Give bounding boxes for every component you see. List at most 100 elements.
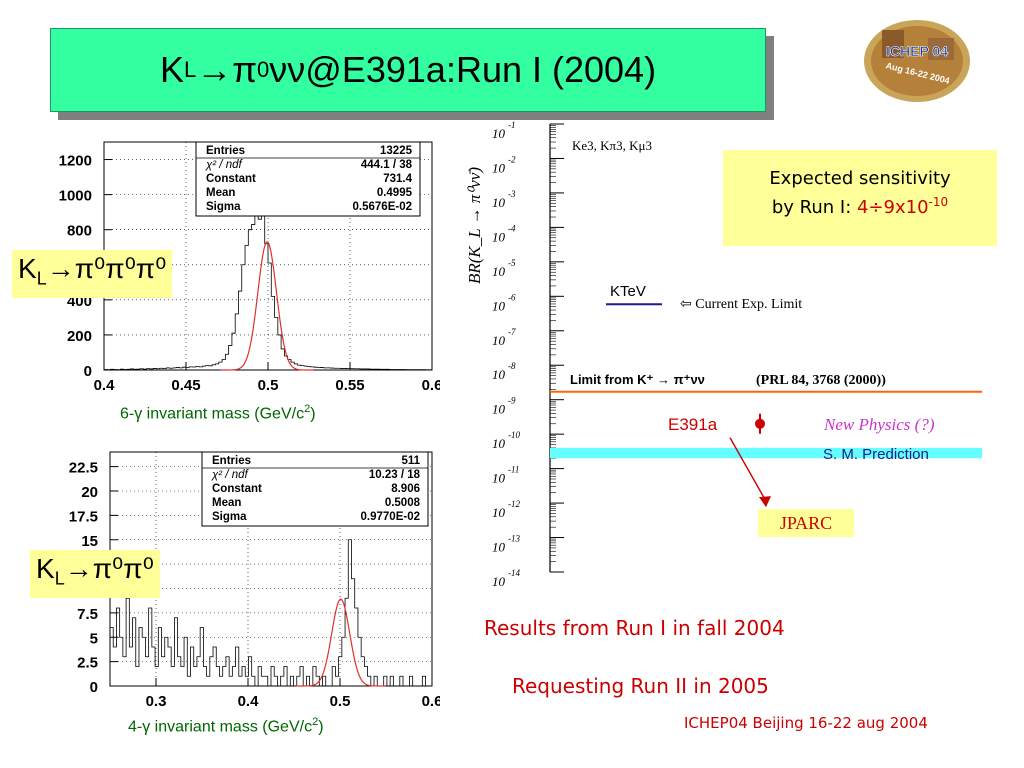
x-tick-label: 0.5 — [258, 377, 279, 394]
stats-value: 8.906 — [391, 483, 420, 495]
y-tick-label-exp: -11 — [508, 465, 519, 475]
jparc-label: JPARC — [780, 513, 832, 533]
y-tick-label-exp: -9 — [508, 396, 516, 406]
stats-label: χ² / ndf — [205, 159, 243, 171]
stats-box — [201, 451, 429, 527]
stats-label: Sigma — [212, 511, 247, 523]
y-tick-label: 5 — [90, 630, 98, 647]
y-tick-label-exp: -1 — [508, 120, 516, 130]
x-tick-label: 0.6 — [422, 693, 440, 710]
histogram-steps — [103, 211, 433, 371]
channel-label-3pi0: KL→π⁰π⁰π⁰ — [12, 250, 173, 298]
xlab2-sup: 2 — [312, 716, 319, 728]
sm-prediction-band — [550, 447, 982, 459]
xlab1-sup: 2 — [304, 403, 311, 415]
stats-label: Entries — [206, 145, 245, 157]
chan1-rest: →π⁰π⁰π⁰ — [46, 253, 167, 284]
xlab2-end: ) — [318, 718, 324, 736]
y-tick-label-base: 10 — [492, 436, 506, 451]
sensitivity-prefix: by Run I: — [771, 197, 857, 218]
stats-value: 0.5676E-02 — [353, 201, 412, 213]
y-tick-label-base: 10 — [492, 367, 506, 382]
footer-text: ICHEP04 Beijing 16-22 aug 2004 — [684, 714, 928, 732]
y-axis-title: BR(K_L → π⁰νν̄) — [465, 167, 484, 284]
kplus-limit-label: Limit from K⁺ → π⁺νν — [570, 372, 705, 387]
xlab1-gamma: γ — [134, 405, 143, 423]
stats-label: Entries — [212, 455, 251, 467]
request-text: Requesting Run II in 2005 — [512, 674, 769, 698]
x-tick-label: 0.6 — [422, 377, 440, 394]
y-tick-label-base: 10 — [492, 264, 506, 279]
title-pi-sup: 0 — [257, 57, 270, 82]
stats-value: 13225 — [380, 145, 413, 157]
y-tick-label-base: 10 — [492, 505, 506, 520]
title-rest: @E391a:Run I (2004) — [305, 49, 657, 90]
y-tick-label-base: 10 — [492, 195, 506, 210]
e391a-label: E391a — [668, 415, 718, 434]
sensitivity-line2: by Run I: 4÷9x10-10 — [723, 195, 997, 218]
results-text: Results from Run I in fall 2004 — [484, 616, 785, 640]
x-tick-label: 0.3 — [146, 693, 167, 710]
histogram-2pi0: 02.557.51012.51517.52022.50.30.40.50.6En… — [69, 451, 440, 710]
title-pi: π — [232, 49, 258, 90]
stats-value: 731.4 — [383, 173, 412, 185]
y-tick-label: 15 — [81, 533, 98, 550]
xlab1-prefix: 6- — [120, 405, 135, 423]
stats-label: Mean — [206, 187, 235, 199]
chan2-k: K — [36, 553, 55, 584]
ktev-label: KTeV — [610, 283, 646, 300]
stats-label: Sigma — [206, 201, 241, 213]
y-tick-label: 1000 — [59, 188, 92, 205]
sensitivity-exponent: -10 — [928, 195, 949, 209]
stats-label: Constant — [212, 483, 262, 495]
y-tick-label-base: 10 — [492, 298, 506, 313]
y-tick-label-base: 10 — [492, 574, 506, 588]
y-tick-label: 7.5 — [77, 606, 98, 623]
kplus-limit-ref: (PRL 84, 3768 (2000)) — [756, 373, 886, 388]
sensitivity-line1: Expected sensitivity — [769, 168, 951, 189]
sensitivity-box: Expected sensitivity by Run I: 4÷9x10-10 — [723, 150, 997, 246]
y-tick-label-base: 10 — [492, 229, 506, 244]
y-tick-label-exp: -12 — [508, 499, 520, 509]
stats-label: Mean — [212, 497, 241, 509]
chan2-sub: L — [54, 568, 65, 589]
x-tick-label: 0.4 — [94, 377, 116, 394]
stats-value: 10.23 / 18 — [369, 469, 421, 481]
jparc-arrow-line — [729, 437, 767, 502]
stats-box — [195, 141, 421, 217]
title-sub: L — [183, 57, 197, 82]
stats-label: χ² / ndf — [211, 469, 249, 481]
stats-value: 0.9770E-02 — [361, 511, 420, 523]
chan2-rest: →π⁰π⁰ — [64, 553, 154, 584]
stats-value: 444.1 / 38 — [361, 159, 413, 171]
jparc-arrow-head — [759, 496, 771, 508]
xlab2-rest: invariant mass (GeV/c — [150, 718, 313, 736]
ke3-label: Ke3, Kπ3, Kμ3 — [572, 138, 652, 153]
y-tick-label: 200 — [67, 328, 92, 345]
x-tick-label: 0.55 — [335, 377, 364, 394]
x-axis-label-4gamma: 4-γ invariant mass (GeV/c2) — [128, 716, 324, 736]
x-tick-label: 0.4 — [238, 693, 260, 710]
current-limit-label: ⇦ Current Exp. Limit — [680, 297, 802, 312]
gaussian-fit-curve — [220, 241, 314, 371]
y-tick-label-exp: -5 — [508, 258, 516, 268]
xlab1-end: ) — [310, 405, 316, 423]
title-nunu: νν — [269, 49, 306, 90]
y-tick-label-base: 10 — [492, 540, 506, 555]
y-tick-label-exp: -6 — [508, 292, 516, 302]
channel-label-2pi0: KL→π⁰π⁰ — [30, 550, 160, 598]
logo-text-1: ICHEP 04 — [886, 43, 948, 59]
stats-value: 511 — [401, 455, 420, 467]
y-tick-label-base: 10 — [492, 126, 506, 141]
title-k: K — [159, 49, 184, 90]
page-title: K L → π 0 νν @E391a:Run I (2004) — [50, 28, 766, 112]
y-tick-label: 1200 — [59, 153, 92, 170]
xlab1-rest: invariant mass (GeV/c — [142, 405, 305, 423]
y-tick-label-exp: -8 — [508, 361, 516, 371]
new-physics-label: New Physics (?) — [823, 415, 935, 434]
histogram-steps — [109, 539, 432, 687]
y-tick-label-exp: -4 — [508, 223, 516, 233]
y-tick-label-exp: -2 — [508, 154, 516, 164]
y-tick-label-exp: -3 — [508, 189, 516, 199]
title-arrow: → — [196, 49, 233, 90]
